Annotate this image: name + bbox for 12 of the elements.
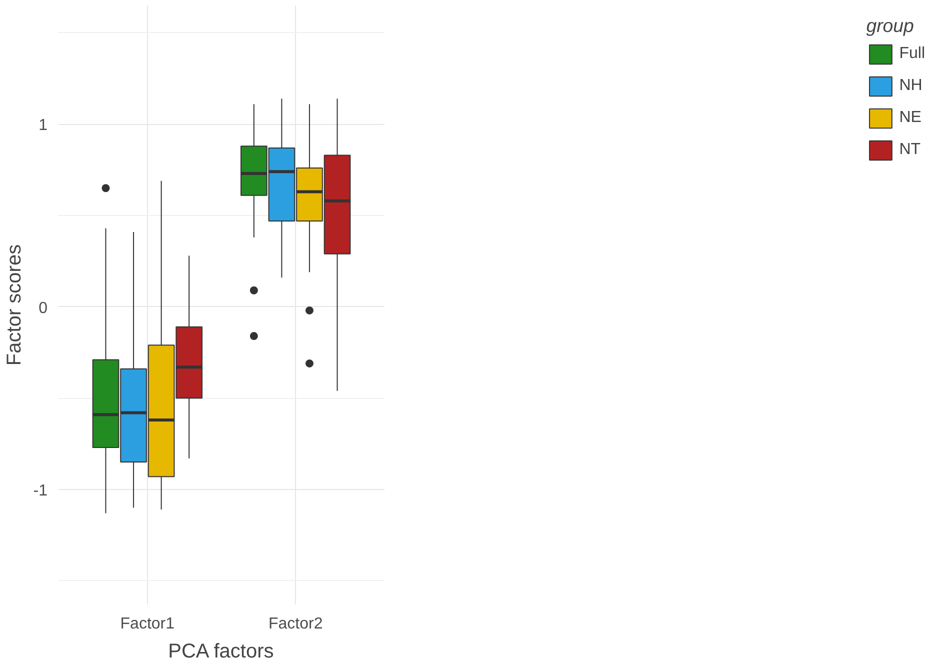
legend-label: NH — [899, 77, 922, 95]
legend-label: NT — [899, 141, 921, 159]
y-tick-label: 1 — [38, 117, 48, 134]
legend-title: group — [866, 15, 915, 37]
legend-label: Full — [899, 45, 925, 63]
legend-label: NE — [899, 109, 922, 127]
x-tick-label: Factor2 — [268, 616, 323, 632]
x-tick-label: Factor1 — [120, 616, 175, 632]
y-tick-label: -1 — [33, 482, 48, 500]
y-axis-title: Factor scores — [3, 244, 26, 366]
x-axis-title: PCA factors — [168, 640, 274, 662]
y-tick-label: 0 — [38, 300, 48, 317]
